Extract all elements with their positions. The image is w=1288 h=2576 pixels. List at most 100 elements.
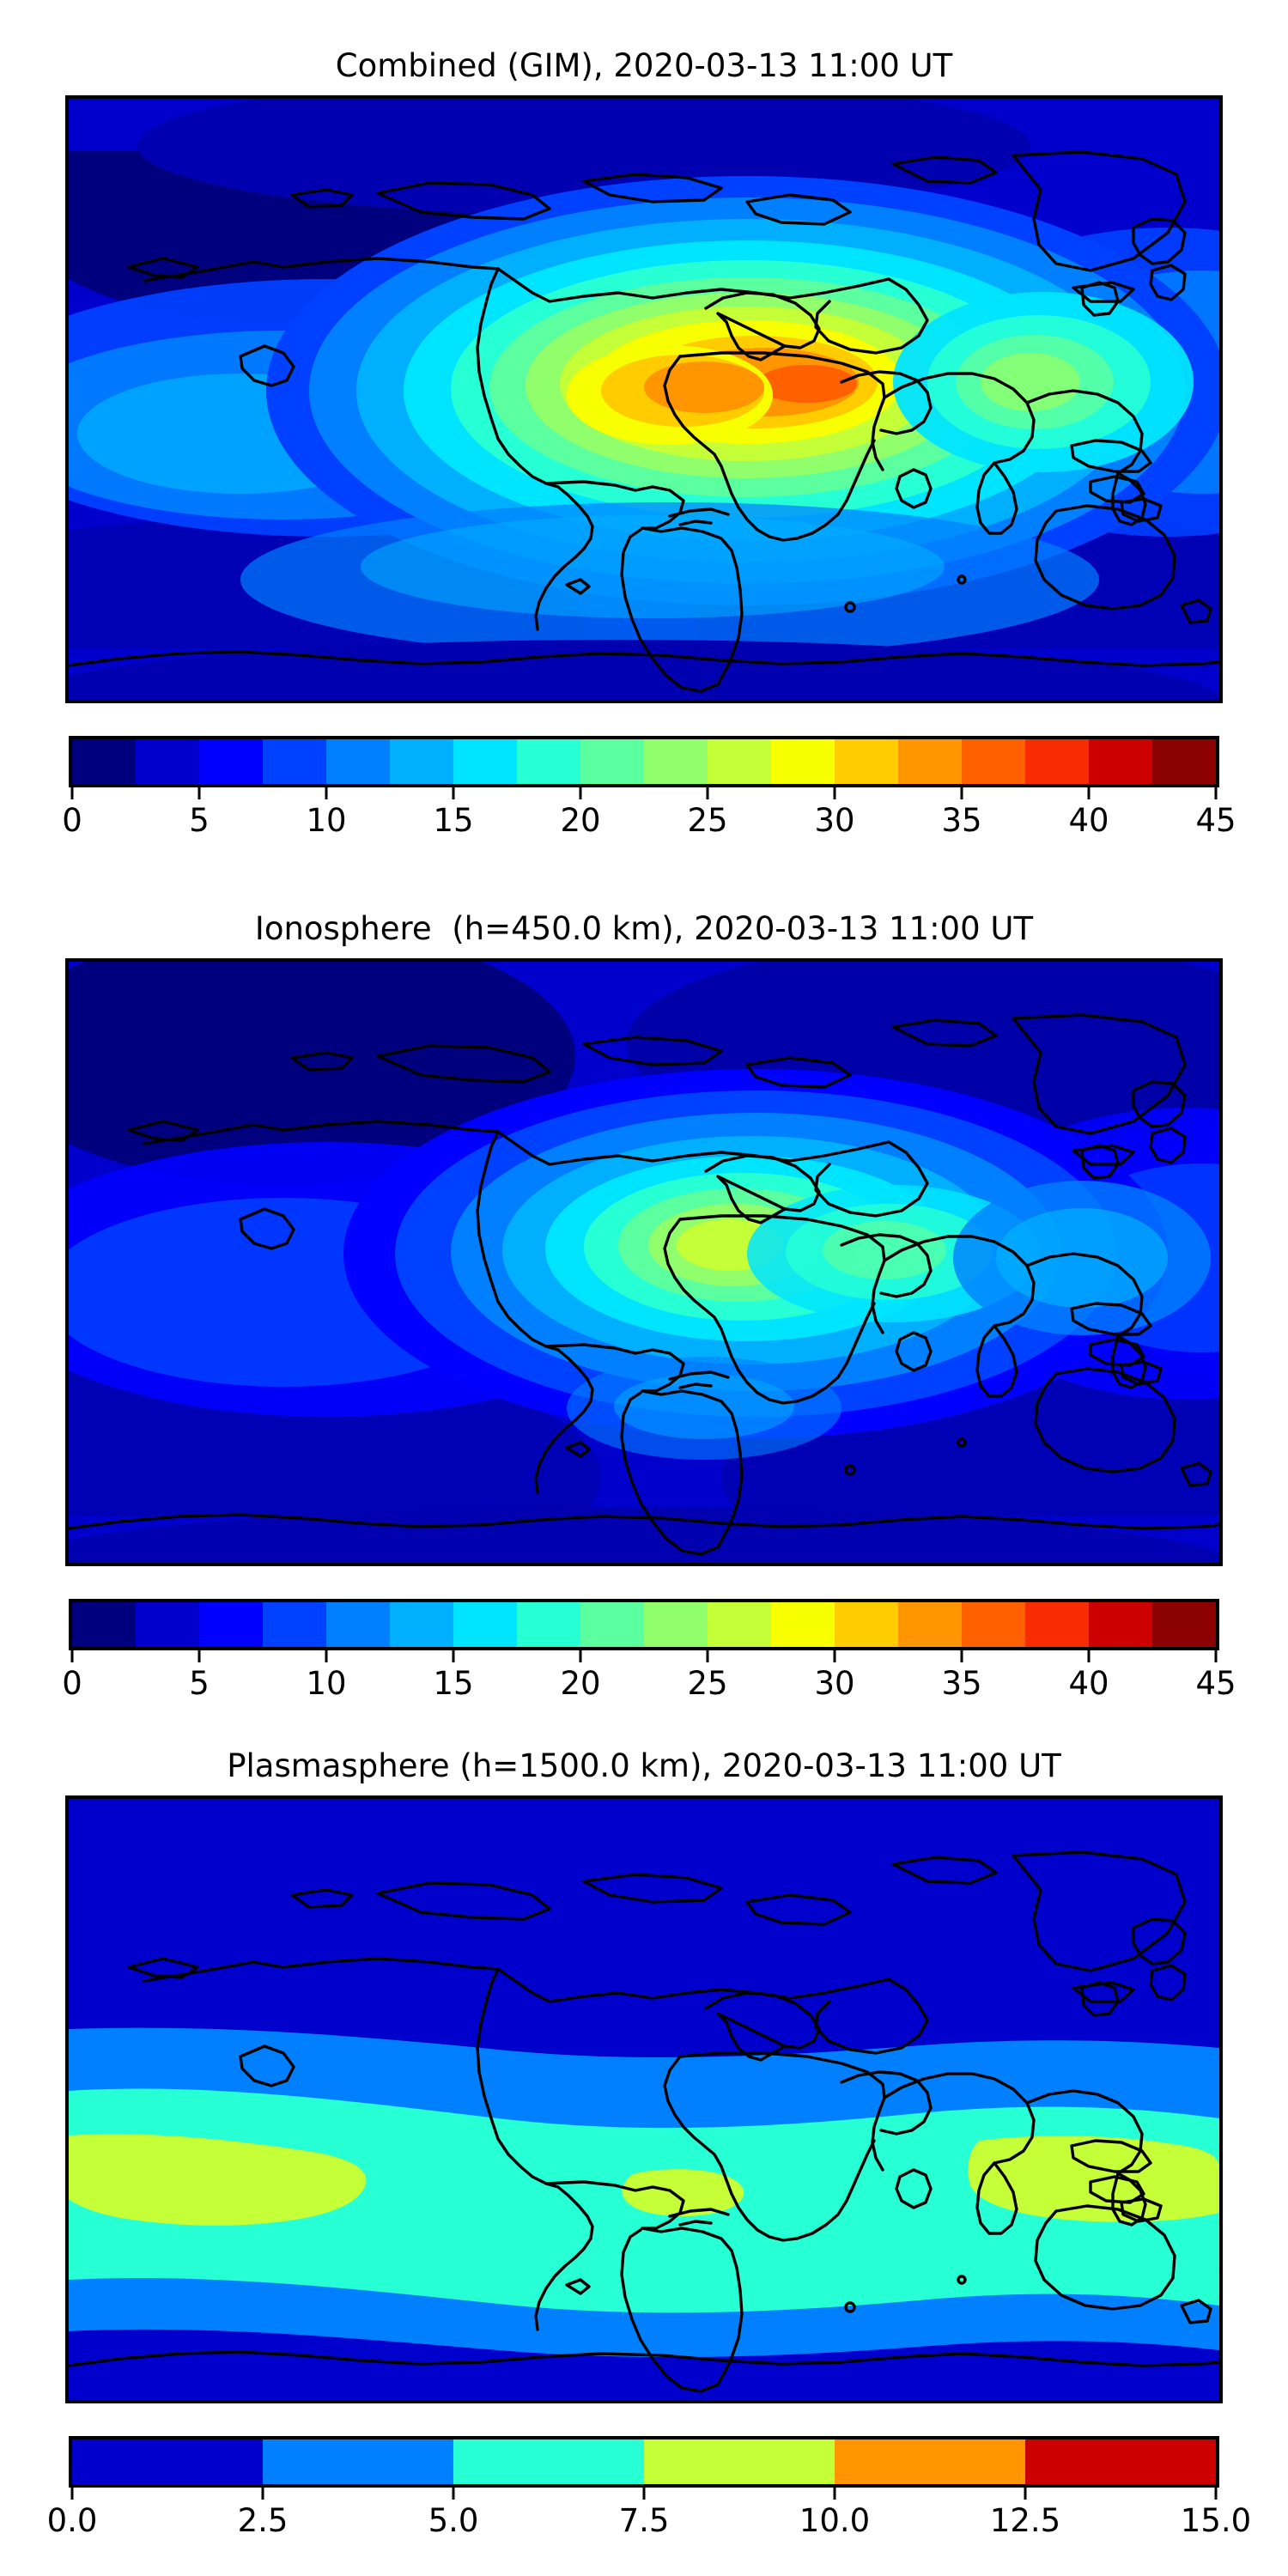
colorbar-tick-label-4: 20: [560, 1665, 601, 1702]
colorbar-labels-ionosphere: 0 5 10 15 20 25 30 35 40 45: [62, 1665, 1236, 1705]
colorbar-segment-3: [263, 1602, 326, 1647]
colorbar-tick-label-4: 10.0: [799, 2502, 871, 2539]
colorbar-tick-1: [261, 2488, 264, 2500]
colorbar-tick-label-8: 40: [1068, 802, 1109, 839]
colorbar-tick-1: [197, 1650, 201, 1662]
colorbar-segment-10: [708, 1602, 771, 1647]
colorbar-tick-0: [70, 1650, 74, 1662]
colorbar-segment-11: [771, 739, 835, 784]
panel-combined-gim: Combined (GIM), 2020-03-13 11:00 UT: [0, 47, 1288, 842]
colorbar-tick-2: [325, 787, 328, 799]
colorbar-segment-12: [835, 1602, 898, 1647]
panel-title-combined-gim: Combined (GIM), 2020-03-13 11:00 UT: [335, 47, 953, 84]
colorbar-plasmasphere[interactable]: [69, 2436, 1219, 2488]
colorbar-tick-label-8: 40: [1068, 1665, 1109, 1702]
colorbar-tick-label-4: 20: [560, 802, 601, 839]
colorbar-tick-label-7: 35: [941, 802, 982, 839]
colorbar-segment-7: [517, 1602, 580, 1647]
colorbar-segment-17: [1152, 1602, 1216, 1647]
map-ionosphere: [65, 958, 1223, 1566]
colorbar-tick-5: [706, 1650, 709, 1662]
colorbar-segment-6: [453, 739, 517, 784]
colorbar-tick-label-2: 10: [306, 1665, 347, 1702]
colorbar-wrap-ionosphere: 0 5 10 15 20 25 30 35 40 45: [62, 1599, 1236, 1705]
map-combined-gim: [65, 95, 1223, 703]
colorbar-segment-16: [1089, 739, 1152, 784]
colorbar-tick-label-1: 2.5: [237, 2502, 289, 2539]
colorbar-tick-0: [70, 2488, 74, 2500]
colorbar-labels-plasmasphere: 0.0 2.5 5.0 7.5 10.0 12.5 15.0: [47, 2502, 1252, 2543]
colorbar-tick-label-6: 30: [814, 1665, 855, 1702]
colorbar-tick-label-7: 35: [941, 1665, 982, 1702]
colorbar-segment-8: [580, 739, 644, 784]
colorbar-tick-label-1: 5: [189, 1665, 210, 1702]
colorbar-tick-9: [1214, 787, 1218, 799]
colorbar-segment-4: [326, 1602, 390, 1647]
colorbar-segment-15: [1025, 739, 1089, 784]
colorbar-segment-5: [390, 739, 453, 784]
colorbar-tick-label-0: 0.0: [46, 2502, 98, 2539]
panel-title-plasmasphere: Plasmasphere (h=1500.0 km), 2020-03-13 1…: [227, 1747, 1061, 1784]
colorbar-wrap-combined-gim: 0 5 10 15 20 25 30 35 40 45: [62, 736, 1236, 842]
colorbar-segment-2: [453, 2439, 644, 2484]
colorbar-ticks-plasmasphere: [69, 2488, 1219, 2503]
colorbar-tick-label-5: 12.5: [989, 2502, 1061, 2539]
colorbar-segment-7: [517, 739, 580, 784]
panel-plasmasphere: Plasmasphere (h=1500.0 km), 2020-03-13 1…: [0, 1747, 1288, 2543]
colorbar-tick-6: [833, 787, 836, 799]
colorbar-segment-1: [263, 2439, 453, 2484]
colorbar-tick-label-6: 15.0: [1180, 2502, 1252, 2539]
colorbar-tick-label-5: 25: [687, 802, 728, 839]
colorbar-tick-label-0: 0: [62, 1665, 82, 1702]
colorbar-ionosphere[interactable]: [69, 1599, 1219, 1650]
colorbar-segment-11: [771, 1602, 835, 1647]
colorbar-tick-label-2: 5.0: [428, 2502, 479, 2539]
colorbar-tick-0: [70, 787, 74, 799]
colorbar-segment-5: [1025, 2439, 1216, 2484]
colorbar-segment-4: [835, 2439, 1025, 2484]
colorbar-tick-label-0: 0: [62, 802, 82, 839]
colorbar-segment-13: [898, 1602, 962, 1647]
colorbar-segment-17: [1152, 739, 1216, 784]
colorbar-tick-label-3: 15: [433, 1665, 474, 1702]
colorbar-tick-label-3: 15: [433, 802, 474, 839]
panel-title-ionosphere: Ionosphere (h=450.0 km), 2020-03-13 11:0…: [254, 910, 1034, 947]
map-canvas-plasmasphere: [69, 1799, 1219, 2400]
colorbar-tick-label-3: 7.5: [618, 2502, 670, 2539]
colorbar-segment-10: [708, 739, 771, 784]
colorbar-segment-2: [199, 1602, 263, 1647]
colorbar-wrap-plasmasphere: 0.0 2.5 5.0 7.5 10.0 12.5 15.0: [47, 2436, 1252, 2543]
colorbar-segment-8: [580, 1602, 644, 1647]
colorbar-tick-label-9: 45: [1195, 802, 1236, 839]
colorbar-segment-1: [136, 1602, 199, 1647]
colorbar-tick-3: [452, 1650, 455, 1662]
colorbar-ticks-ionosphere: [69, 1650, 1219, 1666]
colorbar-segment-9: [644, 1602, 708, 1647]
colorbar-tick-3: [452, 787, 455, 799]
coastlines: [69, 1850, 1219, 2393]
colorbar-segment-4: [326, 739, 390, 784]
colorbar-segment-16: [1089, 1602, 1152, 1647]
colorbar-segment-13: [898, 739, 962, 784]
colorbar-segment-1: [136, 739, 199, 784]
colorbar-segment-6: [453, 1602, 517, 1647]
colorbar-tick-label-6: 30: [814, 802, 855, 839]
panel-ionosphere: Ionosphere (h=450.0 km), 2020-03-13 11:0…: [0, 910, 1288, 1705]
colorbar-combined-gim[interactable]: [69, 736, 1219, 787]
colorbar-tick-8: [1087, 1650, 1091, 1662]
map-plasmasphere: [65, 1795, 1223, 2403]
colorbar-tick-6: [833, 1650, 836, 1662]
coastlines: [69, 1013, 1219, 1556]
colorbar-tick-4: [833, 2488, 836, 2500]
colorbar-segment-14: [962, 1602, 1025, 1647]
colorbar-tick-3: [642, 2488, 646, 2500]
colorbar-tick-1: [197, 787, 201, 799]
colorbar-tick-9: [1214, 1650, 1218, 1662]
colorbar-tick-label-5: 25: [687, 1665, 728, 1702]
colorbar-tick-7: [960, 787, 963, 799]
colorbar-tick-2: [325, 1650, 328, 1662]
map-canvas-combined-gim: [69, 99, 1219, 700]
colorbar-segment-5: [390, 1602, 453, 1647]
colorbar-tick-4: [579, 787, 582, 799]
colorbar-segment-0: [72, 2439, 263, 2484]
